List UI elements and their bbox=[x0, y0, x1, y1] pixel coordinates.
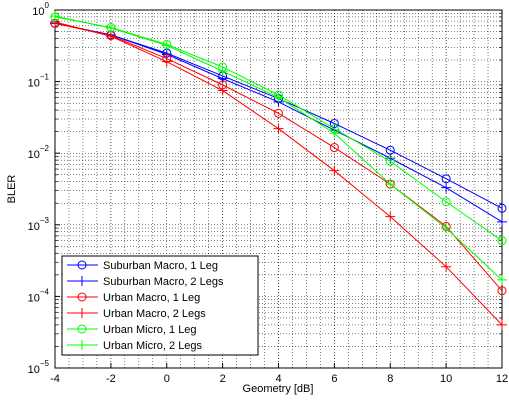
marker bbox=[441, 223, 452, 234]
series-line bbox=[54, 22, 503, 292]
marker bbox=[441, 182, 452, 193]
y-tick-label: 10−5 bbox=[28, 359, 50, 376]
marker bbox=[217, 66, 228, 77]
legend-marker bbox=[77, 324, 87, 334]
x-axis-label: Geometry [dB] bbox=[243, 383, 314, 395]
y-tick-label: 10−3 bbox=[28, 216, 50, 233]
y-tick-label: 10−2 bbox=[28, 144, 50, 161]
x-tick-label: -2 bbox=[106, 373, 116, 385]
marker bbox=[50, 11, 60, 22]
y-tick-power: −5 bbox=[40, 359, 50, 368]
y-tick-base: 10 bbox=[28, 292, 40, 304]
marker bbox=[161, 56, 172, 67]
x-tick-label: 8 bbox=[387, 373, 393, 385]
y-tick-label: 10−1 bbox=[28, 73, 50, 90]
y-tick-power: −4 bbox=[40, 288, 50, 297]
x-tick-label: 12 bbox=[496, 373, 508, 385]
marker bbox=[497, 216, 507, 227]
marker bbox=[497, 274, 507, 285]
y-tick-power: −2 bbox=[40, 144, 50, 153]
legend-marker bbox=[77, 292, 87, 302]
marker bbox=[105, 23, 116, 34]
legend-label: Urban Micro, 2 Legs bbox=[103, 340, 203, 352]
x-tick-label: 6 bbox=[331, 373, 337, 385]
marker bbox=[273, 92, 284, 103]
y-tick-label: 100 bbox=[32, 1, 49, 18]
legend-marker bbox=[77, 260, 87, 270]
x-tick-label: -4 bbox=[50, 373, 60, 385]
marker bbox=[385, 156, 395, 166]
y-axis-label: BLER bbox=[6, 175, 18, 204]
legend-label: Urban Micro, 1 Leg bbox=[103, 324, 197, 336]
marker bbox=[441, 261, 452, 272]
y-tick-label: 10−4 bbox=[28, 288, 50, 305]
x-tick-label: 4 bbox=[275, 373, 281, 385]
y-tick-power: 0 bbox=[45, 1, 50, 10]
y-tick-base: 10 bbox=[28, 149, 40, 161]
legend-marker bbox=[77, 308, 87, 318]
legend-label: Urban Macro, 2 Legs bbox=[103, 308, 206, 320]
legend-marker bbox=[77, 340, 87, 350]
legend-box bbox=[61, 255, 259, 356]
y-tick-base: 10 bbox=[28, 221, 40, 233]
legend-marker bbox=[77, 276, 87, 286]
marker bbox=[274, 108, 283, 118]
y-tick-power: −3 bbox=[40, 216, 50, 225]
marker bbox=[441, 197, 451, 207]
marker bbox=[329, 165, 340, 176]
marker bbox=[385, 211, 396, 222]
marker bbox=[329, 143, 339, 153]
marker bbox=[385, 179, 396, 190]
marker bbox=[329, 128, 340, 139]
marker bbox=[497, 203, 507, 213]
y-tick-power: −1 bbox=[40, 73, 50, 82]
plot-frame bbox=[54, 9, 503, 369]
marker bbox=[273, 123, 284, 134]
x-tick-label: 10 bbox=[440, 373, 452, 385]
marker bbox=[161, 40, 172, 51]
x-tick-label: 2 bbox=[220, 373, 226, 385]
legend-label: Suburban Macro, 1 Leg bbox=[103, 260, 218, 272]
marker bbox=[217, 85, 228, 96]
y-tick-base: 10 bbox=[28, 364, 40, 376]
x-tick-label: 0 bbox=[164, 373, 170, 385]
legend-label: Urban Macro, 1 Leg bbox=[103, 292, 200, 304]
marker bbox=[497, 286, 507, 296]
y-tick-base: 10 bbox=[32, 6, 44, 18]
marker bbox=[497, 319, 507, 330]
marker bbox=[497, 236, 507, 246]
y-tick-base: 10 bbox=[28, 78, 40, 90]
legend-label: Suburban Macro, 2 Legs bbox=[103, 276, 224, 288]
